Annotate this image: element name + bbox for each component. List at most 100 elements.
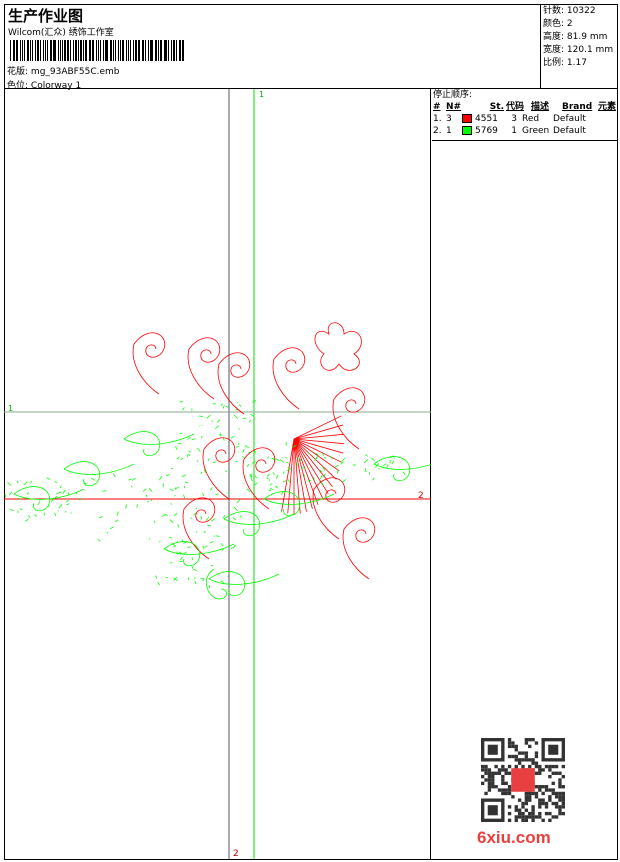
info-value: 2 bbox=[566, 19, 573, 29]
qr-module bbox=[524, 818, 529, 822]
qr-module bbox=[561, 805, 565, 809]
col-desc: 描述 bbox=[531, 102, 550, 112]
qr-module bbox=[531, 758, 535, 762]
qr-module bbox=[517, 758, 522, 762]
qr-module bbox=[521, 758, 525, 762]
table-row[interactable]: 1. 3 4551 3 Red Default bbox=[432, 113, 618, 125]
qr-module bbox=[524, 751, 529, 755]
green-fill-stitches bbox=[155, 531, 236, 589]
qr-module bbox=[491, 785, 495, 789]
qr-module bbox=[558, 778, 562, 782]
qr-module bbox=[497, 788, 502, 792]
qr-module bbox=[517, 815, 522, 819]
qr-module bbox=[521, 805, 525, 809]
color-swatch-red bbox=[462, 114, 472, 123]
qr-module bbox=[501, 791, 505, 796]
embroidery-preview: 1 2 1 2 bbox=[4, 89, 445, 859]
qr-module bbox=[561, 798, 565, 802]
qr-module bbox=[504, 771, 508, 775]
colorway-value: Colorway 1 bbox=[30, 81, 82, 91]
stop-sequence-panel: 停止顺序: # N# St. 代码 描述 Brand 元素 1. 3 4551 … bbox=[432, 89, 618, 141]
qr-module bbox=[497, 771, 502, 775]
qr-module bbox=[484, 791, 488, 796]
qr-module bbox=[487, 788, 492, 792]
qr-module bbox=[481, 768, 485, 772]
qr-module bbox=[558, 771, 562, 775]
qr-module bbox=[507, 788, 512, 792]
qr-module bbox=[534, 751, 539, 755]
green-fill-stitches bbox=[90, 473, 214, 544]
qr-module bbox=[548, 811, 552, 816]
qr-finder bbox=[487, 805, 498, 816]
qr-module bbox=[501, 788, 505, 792]
row-stitches: 5769 bbox=[475, 126, 498, 136]
qr-module bbox=[507, 791, 512, 796]
qr-module bbox=[538, 768, 542, 772]
qr-module bbox=[494, 771, 498, 775]
qr-module bbox=[507, 741, 512, 745]
qr-module bbox=[514, 758, 518, 762]
qr-module bbox=[517, 798, 522, 802]
guide-label-h2: 2 bbox=[418, 491, 424, 501]
qr-module bbox=[517, 761, 522, 765]
qr-module bbox=[507, 785, 512, 789]
info-value: 1.17 bbox=[566, 58, 587, 68]
qr-module bbox=[504, 791, 508, 796]
col-index: # bbox=[433, 102, 441, 112]
qr-module bbox=[528, 811, 532, 816]
qr-module bbox=[554, 815, 559, 819]
qr-module bbox=[501, 768, 505, 772]
qr-module bbox=[558, 791, 562, 796]
design-canvas: 1 2 1 2 bbox=[4, 89, 445, 859]
qr-module bbox=[551, 815, 555, 819]
qr-module bbox=[544, 805, 549, 809]
qr-module bbox=[487, 781, 492, 786]
qr-module bbox=[561, 791, 565, 796]
qr-module bbox=[534, 761, 539, 765]
row-brand: Default bbox=[553, 126, 586, 136]
qr-module bbox=[544, 788, 549, 792]
guide-label-v1: 1 bbox=[259, 90, 264, 99]
qr-module bbox=[538, 764, 542, 769]
col-n: N# bbox=[446, 102, 462, 112]
row-brand: Default bbox=[553, 114, 586, 124]
green-scroll bbox=[373, 456, 445, 482]
qr-module bbox=[481, 781, 485, 786]
qr-module bbox=[558, 811, 562, 816]
qr-module bbox=[501, 778, 505, 782]
qr-module bbox=[514, 744, 518, 749]
qr-module bbox=[491, 781, 495, 786]
qr-module bbox=[501, 764, 505, 769]
green-scroll bbox=[223, 511, 295, 537]
qr-module bbox=[538, 801, 542, 806]
qr-module bbox=[551, 771, 555, 775]
row-index: 2. bbox=[433, 126, 442, 136]
qr-module bbox=[507, 754, 512, 759]
qr-module bbox=[561, 764, 565, 769]
qr-module bbox=[511, 795, 515, 799]
qr-module bbox=[528, 764, 532, 769]
qr-module bbox=[541, 785, 545, 789]
qr-module bbox=[511, 744, 515, 749]
design-label: 花版: bbox=[7, 67, 29, 77]
table-row[interactable]: 2. 1 5769 1 Green Default bbox=[432, 125, 618, 137]
qr-module bbox=[517, 751, 522, 755]
shell-fan bbox=[281, 415, 344, 514]
qr-module bbox=[521, 801, 525, 806]
qr-module bbox=[497, 768, 502, 772]
qr-module bbox=[528, 758, 532, 762]
qr-module bbox=[514, 764, 518, 769]
info-value: 81.9 mm bbox=[566, 32, 608, 42]
qr-module bbox=[484, 771, 488, 775]
qr-module bbox=[534, 785, 539, 789]
qr-module bbox=[558, 781, 562, 786]
info-label: 针数: bbox=[543, 6, 565, 16]
qr-module bbox=[558, 798, 562, 802]
qr-module bbox=[561, 801, 565, 806]
qr-module bbox=[517, 808, 522, 812]
qr-module bbox=[538, 788, 542, 792]
guide-label-h1: 1 bbox=[8, 404, 13, 413]
qr-module bbox=[531, 818, 535, 822]
qr-module bbox=[528, 744, 532, 749]
qr-module bbox=[521, 764, 525, 769]
